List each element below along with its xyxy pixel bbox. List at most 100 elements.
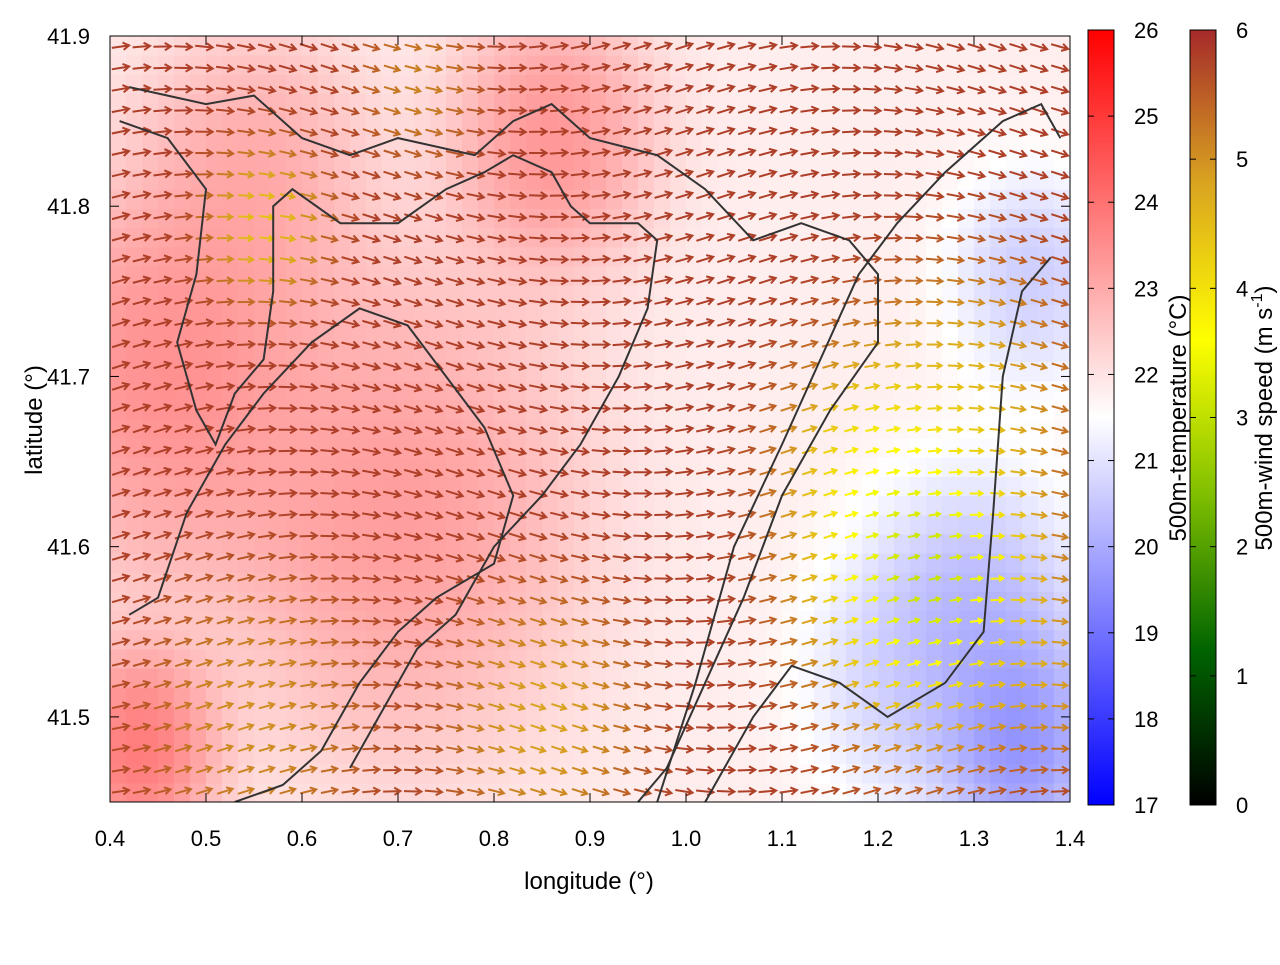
wind-arrow [299, 107, 319, 116]
wind-arrow [968, 383, 986, 392]
temperature-cell [462, 572, 479, 592]
wind-arrow [551, 660, 568, 669]
wind-arrow [989, 701, 1007, 710]
wind-arrow [174, 275, 194, 285]
temperature-cell [1006, 399, 1023, 420]
wind-arrow [424, 255, 444, 265]
wind-arrow [592, 638, 611, 648]
temperature-cell [334, 93, 351, 114]
temperature-cell [1006, 648, 1023, 669]
temperature-cell [814, 476, 831, 497]
wind-arrow [906, 404, 923, 412]
wind-arrow [466, 127, 486, 137]
temperature-cell [190, 476, 207, 497]
temperature-cell [414, 304, 431, 324]
wind-arrow [195, 318, 215, 328]
wind-arrow [927, 425, 943, 434]
temperature-cell [398, 361, 415, 382]
wind-arrow [237, 297, 256, 307]
temperature-cell [398, 476, 415, 497]
wind-arrow [529, 639, 548, 648]
wind-arrow [633, 339, 653, 349]
temperature-cell [910, 495, 927, 516]
wind-arrow [925, 42, 945, 52]
temperature-cell [942, 476, 959, 497]
wind-arrow [758, 62, 778, 72]
wind-arrow [654, 105, 674, 115]
temperature-cell [670, 667, 687, 688]
temperature-cell [430, 687, 447, 707]
wind-arrow [821, 84, 841, 94]
temperature-cell [542, 610, 559, 631]
temperature-cell [590, 246, 607, 267]
wind-arrow [111, 105, 131, 115]
temperature-cell [542, 514, 559, 535]
temperature-cell [574, 399, 591, 420]
temperature-cell [206, 246, 223, 267]
wind-arrow [947, 340, 965, 349]
temperature-cell [542, 112, 559, 133]
temperature-cell [590, 304, 607, 324]
wind-arrow [279, 722, 297, 731]
temperature-cell [1006, 533, 1023, 554]
temperature-cell [766, 533, 783, 554]
wind-arrow [883, 148, 904, 158]
wind-arrow [968, 425, 986, 434]
wind-arrow [696, 169, 715, 178]
temperature-cell [702, 170, 719, 190]
wind-arrow [779, 360, 799, 370]
temperature-cell [878, 208, 895, 229]
wind-arrow [153, 637, 173, 646]
wind-arrow [529, 127, 549, 137]
wind-arrow [865, 446, 880, 454]
temperature-cell [318, 553, 335, 573]
wind-arrow [216, 170, 235, 179]
contour-line [656, 102, 1062, 802]
temperature-cell [878, 457, 895, 478]
temperature-cell [750, 725, 767, 746]
temperature-cell [782, 706, 799, 726]
wind-arrow [591, 574, 611, 584]
temperature-cell [990, 380, 1007, 401]
wind-arrow [946, 128, 966, 137]
temperature-cell [862, 380, 879, 401]
temperature-cell [478, 208, 495, 229]
temperature-cell [734, 610, 751, 631]
wind-arrow [487, 276, 507, 286]
wind-arrow [591, 169, 612, 179]
temperature-cell [590, 361, 607, 382]
wind-arrow [1030, 341, 1049, 350]
temperature-cell [350, 74, 367, 94]
temperature-cell [190, 323, 207, 343]
wind-arrow [947, 276, 966, 286]
temperature-cell [798, 706, 815, 726]
temperature-cell [910, 533, 927, 554]
temperature-cell [222, 112, 239, 133]
colorbar-tick-label: 22 [1134, 362, 1158, 387]
wind-arrow [362, 404, 382, 414]
wind-arrow [654, 169, 674, 178]
wind-arrow [529, 617, 548, 627]
temperature-cell [222, 55, 239, 75]
temperature-cell [1022, 342, 1039, 363]
wind-arrow [529, 255, 549, 265]
wind-arrow [737, 765, 758, 775]
wind-arrow [320, 574, 340, 583]
wind-arrow [947, 361, 965, 370]
wind-arrow [612, 318, 632, 328]
temperature-cell [1038, 112, 1055, 133]
wind-arrow [822, 616, 839, 625]
wind-arrow [612, 382, 633, 392]
temperature-cell [1038, 648, 1055, 669]
wind-arrow [153, 42, 173, 52]
wind-arrow [529, 596, 548, 605]
temperature-cell [750, 342, 767, 363]
wind-arrow [926, 722, 944, 731]
wind-arrow [988, 255, 1007, 265]
temperature-cell [510, 246, 527, 267]
temperature-cell [190, 553, 207, 573]
wind-arrow [737, 275, 757, 285]
temperature-cell [1038, 419, 1055, 439]
wind-arrow [800, 211, 820, 221]
temperature-cell [174, 725, 191, 746]
